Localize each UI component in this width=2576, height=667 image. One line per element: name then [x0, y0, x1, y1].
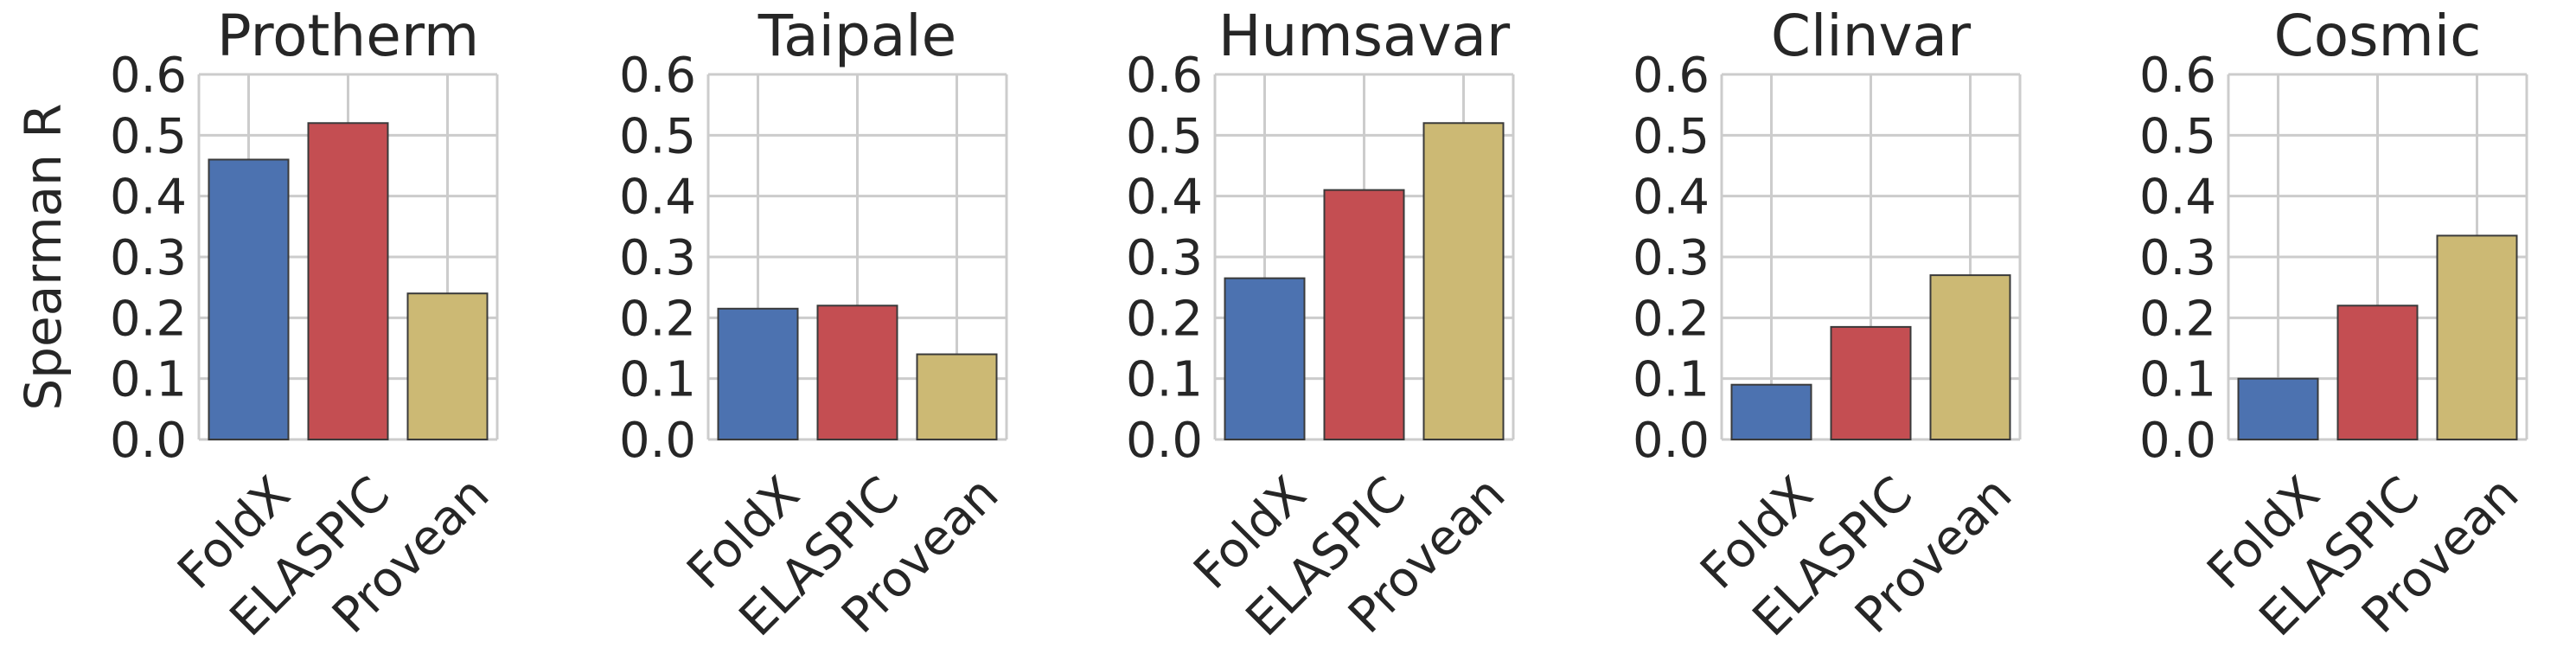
- bar-provean: [916, 353, 998, 440]
- y-tick-label: 0.0: [110, 413, 187, 469]
- chart-panel-1: 0.00.10.20.30.40.50.6FoldXELASPICProvean…: [619, 3, 1009, 647]
- bar-elaspic: [1323, 189, 1405, 440]
- bar-foldx: [717, 307, 799, 440]
- y-tick-label: 0.6: [110, 48, 187, 104]
- y-tick-label: 0.2: [1126, 291, 1203, 347]
- bar-elaspic: [2336, 305, 2419, 440]
- y-tick-label: 0.0: [1633, 413, 1710, 469]
- y-tick-label: 0.3: [110, 230, 187, 286]
- y-tick-label: 0.4: [1633, 170, 1710, 226]
- bar-provean: [2436, 234, 2518, 440]
- y-tick-label: 0.2: [1633, 291, 1710, 347]
- y-tick-label: 0.6: [619, 48, 696, 104]
- bar-foldx: [1224, 277, 1306, 440]
- y-tick-label: 0.4: [110, 170, 187, 226]
- y-tick-label: 0.2: [110, 291, 187, 347]
- y-axis-title: Spearman R: [14, 103, 73, 410]
- panel-title: Cosmic: [2274, 3, 2482, 69]
- y-tick-label: 0.5: [110, 108, 187, 164]
- y-tick-label: 0.6: [2139, 48, 2216, 104]
- bar-foldx: [2237, 377, 2319, 440]
- bar-foldx: [208, 158, 290, 440]
- y-tick-label: 0.5: [619, 108, 696, 164]
- chart-panel-0: 0.00.10.20.30.40.50.6FoldXELASPICProvean…: [14, 3, 500, 647]
- y-tick-label: 0.5: [1126, 108, 1203, 164]
- y-tick-label: 0.3: [1126, 230, 1203, 286]
- panel-title: Humsavar: [1218, 3, 1511, 69]
- chart-panel-4: 0.00.10.20.30.40.50.6FoldXELASPICProvean…: [2139, 3, 2529, 647]
- panel-title: Taipale: [757, 3, 956, 69]
- y-tick-label: 0.0: [2139, 413, 2216, 469]
- bar-provean: [1422, 122, 1505, 440]
- bar-foldx: [1730, 383, 1812, 441]
- y-tick-label: 0.4: [619, 170, 696, 226]
- y-tick-label: 0.4: [1126, 170, 1203, 226]
- y-tick-label: 0.1: [1633, 352, 1710, 408]
- bar-provean: [406, 292, 489, 441]
- y-tick-label: 0.6: [1126, 48, 1203, 104]
- y-tick-label: 0.5: [1633, 108, 1710, 164]
- bar-elaspic: [1830, 325, 1912, 440]
- y-tick-label: 0.6: [1633, 48, 1710, 104]
- y-tick-label: 0.1: [2139, 352, 2216, 408]
- y-tick-label: 0.5: [2139, 108, 2216, 164]
- bar-elaspic: [307, 122, 389, 440]
- y-tick-label: 0.1: [619, 352, 696, 408]
- y-tick-label: 0.0: [1126, 413, 1203, 469]
- y-tick-label: 0.1: [110, 352, 187, 408]
- y-tick-label: 0.3: [2139, 230, 2216, 286]
- y-tick-label: 0.3: [619, 230, 696, 286]
- y-tick-label: 0.0: [619, 413, 696, 469]
- chart-panel-2: 0.00.10.20.30.40.50.6FoldXELASPICProvean…: [1126, 3, 1516, 647]
- y-tick-label: 0.3: [1633, 230, 1710, 286]
- y-tick-label: 0.1: [1126, 352, 1203, 408]
- panel-title: Protherm: [217, 3, 479, 69]
- bar-provean: [1929, 274, 2011, 440]
- panel-title: Clinvar: [1771, 3, 1972, 69]
- y-tick-label: 0.4: [2139, 170, 2216, 226]
- y-tick-label: 0.2: [619, 291, 696, 347]
- chart-panel-3: 0.00.10.20.30.40.50.6FoldXELASPICProvean…: [1633, 3, 2023, 647]
- bar-elaspic: [816, 305, 898, 440]
- y-tick-label: 0.2: [2139, 291, 2216, 347]
